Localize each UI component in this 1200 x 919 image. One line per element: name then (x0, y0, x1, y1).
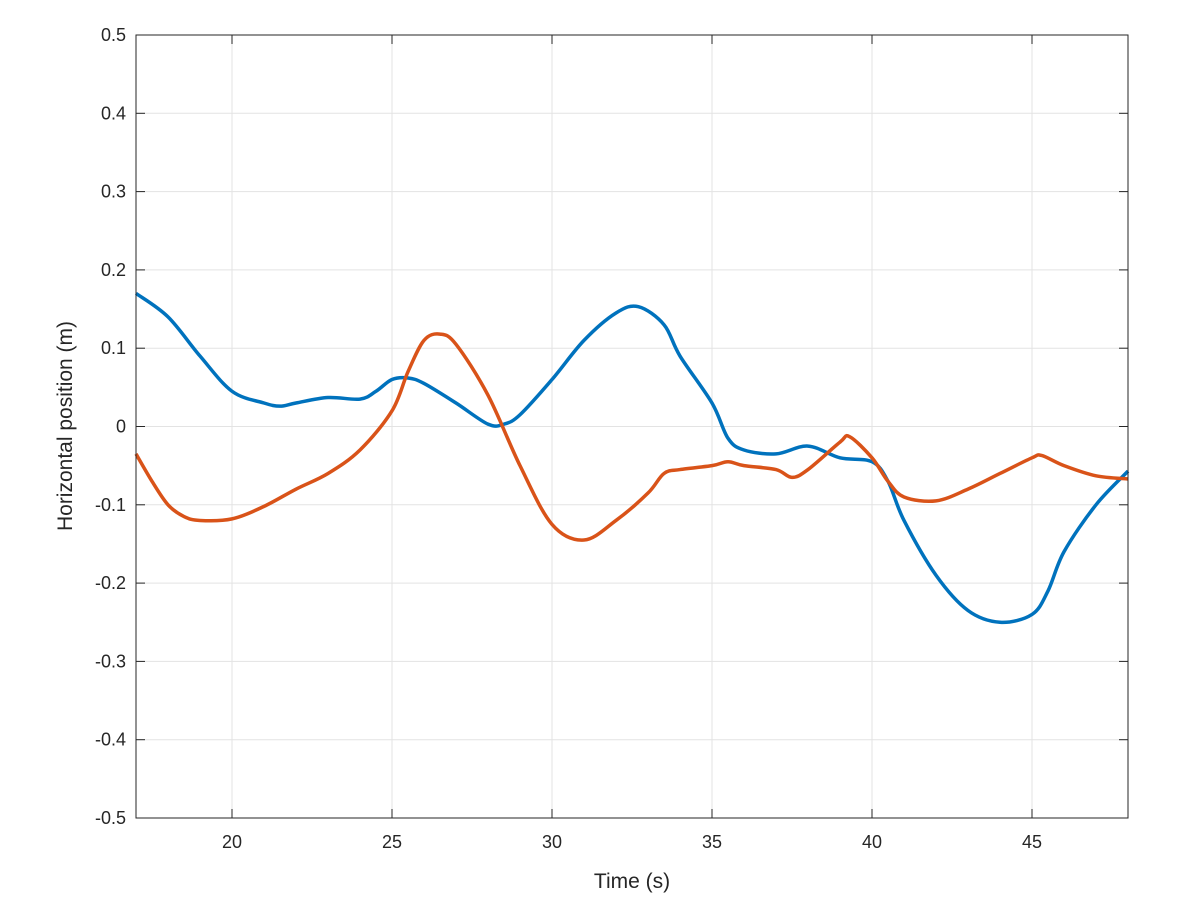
y-tick-label: -0.4 (95, 730, 126, 750)
y-tick-label: -0.3 (95, 651, 126, 671)
grid (136, 34, 1128, 819)
x-tick-label: 20 (222, 832, 242, 852)
series-line-series-2 (134, 332, 1129, 542)
y-tick-label: -0.1 (95, 495, 126, 515)
y-tick-label: 0.1 (101, 338, 126, 358)
x-tick-label: 35 (702, 832, 722, 852)
y-tick-label: -0.5 (95, 808, 126, 828)
series-group (134, 291, 1130, 625)
x-tick-label: 25 (382, 832, 402, 852)
x-tick-label: 45 (1022, 832, 1042, 852)
x-axis-label: Time (s) (594, 870, 670, 893)
ticks: 20 25 30 35 40 45 -0.5 -0.4 -0.3 -0.2 -0.1 0 0.1 0.2 0… (95, 25, 1128, 852)
y-tick-label: -0.2 (95, 573, 126, 593)
y-tick-label: 0.2 (101, 260, 126, 280)
x-tick-label: 40 (862, 832, 882, 852)
y-tick-label: 0.4 (101, 103, 126, 123)
y-tick-label: 0 (116, 417, 126, 437)
series-line-series-1 (134, 291, 1130, 625)
y-tick-label: 0.3 (101, 182, 126, 202)
y-tick-label: 0.5 (101, 25, 126, 45)
x-tick-label: 30 (542, 832, 562, 852)
y-axis-label: Horizontal position (m) (54, 321, 77, 531)
